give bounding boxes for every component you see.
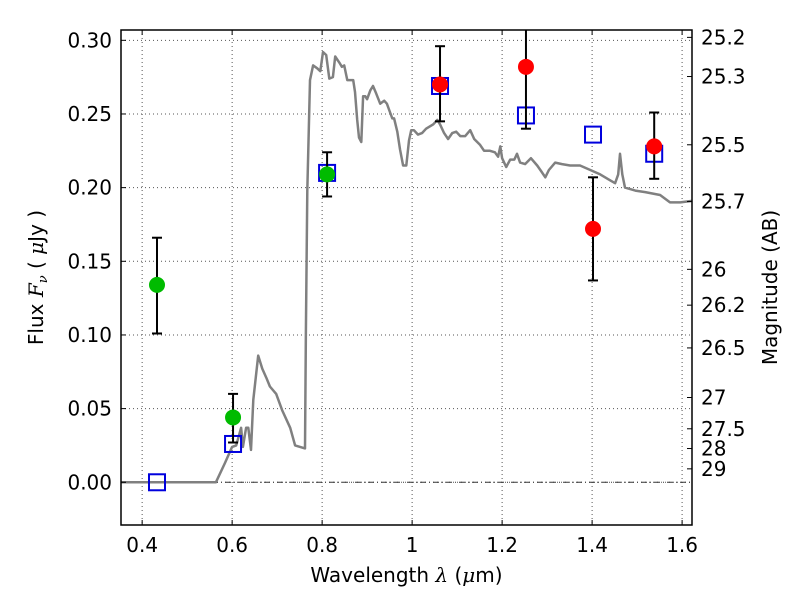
y-tick-label: 0.20: [67, 176, 112, 200]
y2-tick-label: 25.7: [701, 190, 746, 214]
green-data-point: [225, 409, 242, 426]
y2-tick-label: 26: [701, 257, 726, 281]
observed-points-layer: [148, 58, 663, 426]
x-tick-label: 0.4: [126, 533, 158, 557]
y-tick-label: 0.30: [67, 28, 112, 52]
x-tick-label: 0.6: [216, 533, 248, 557]
y2-tick-label: 25.5: [701, 133, 746, 157]
y-tick-label: 0.00: [67, 470, 112, 494]
x-axis-label: Wavelength λ (μm): [310, 563, 502, 587]
x-tick-label: 1.2: [486, 533, 518, 557]
y2-tick-label: 29: [701, 457, 726, 481]
y2-tick-label: 25.3: [701, 65, 746, 89]
x-tick-label: 1.6: [666, 533, 698, 557]
y2-axis-label: Magnitude (AB): [758, 210, 782, 365]
y2-tick-label: 27.5: [701, 417, 746, 441]
model-sed-layer: [121, 50, 692, 484]
x-tick-label: 1: [406, 533, 419, 557]
green-data-point: [148, 276, 165, 293]
y-axis-label: Flux Fν ( μJy ): [24, 210, 51, 345]
model-sed-line: [121, 50, 692, 484]
y2-tick-label: 27: [701, 386, 726, 410]
y-tick-label: 0.15: [67, 249, 112, 273]
x-tick-label: 1.4: [576, 533, 608, 557]
y-tick-label: 0.05: [67, 397, 112, 421]
x-tick-label: 0.8: [306, 533, 338, 557]
y2-tick-label: 25.2: [701, 25, 746, 49]
red-data-point: [585, 220, 602, 237]
y2-tick-label: 26.5: [701, 336, 746, 360]
red-data-point: [646, 138, 663, 155]
model-photometry-square: [584, 125, 603, 144]
axis-ticks: 0.4 0.6 0.8 1 1.2 1.4 1.6 0.00 0.05 0.10 0.15 0.20 0…: [67, 25, 745, 557]
y2-tick-label: 26.2: [701, 293, 746, 317]
red-data-point: [432, 76, 449, 93]
model-photometry-square: [147, 473, 166, 492]
green-data-point: [319, 166, 336, 183]
y-tick-label: 0.25: [67, 102, 112, 126]
red-data-point: [517, 58, 534, 75]
plot-frame: [120, 29, 693, 526]
y2-tick-label: 28: [701, 437, 726, 461]
y-tick-label: 0.10: [67, 323, 112, 347]
